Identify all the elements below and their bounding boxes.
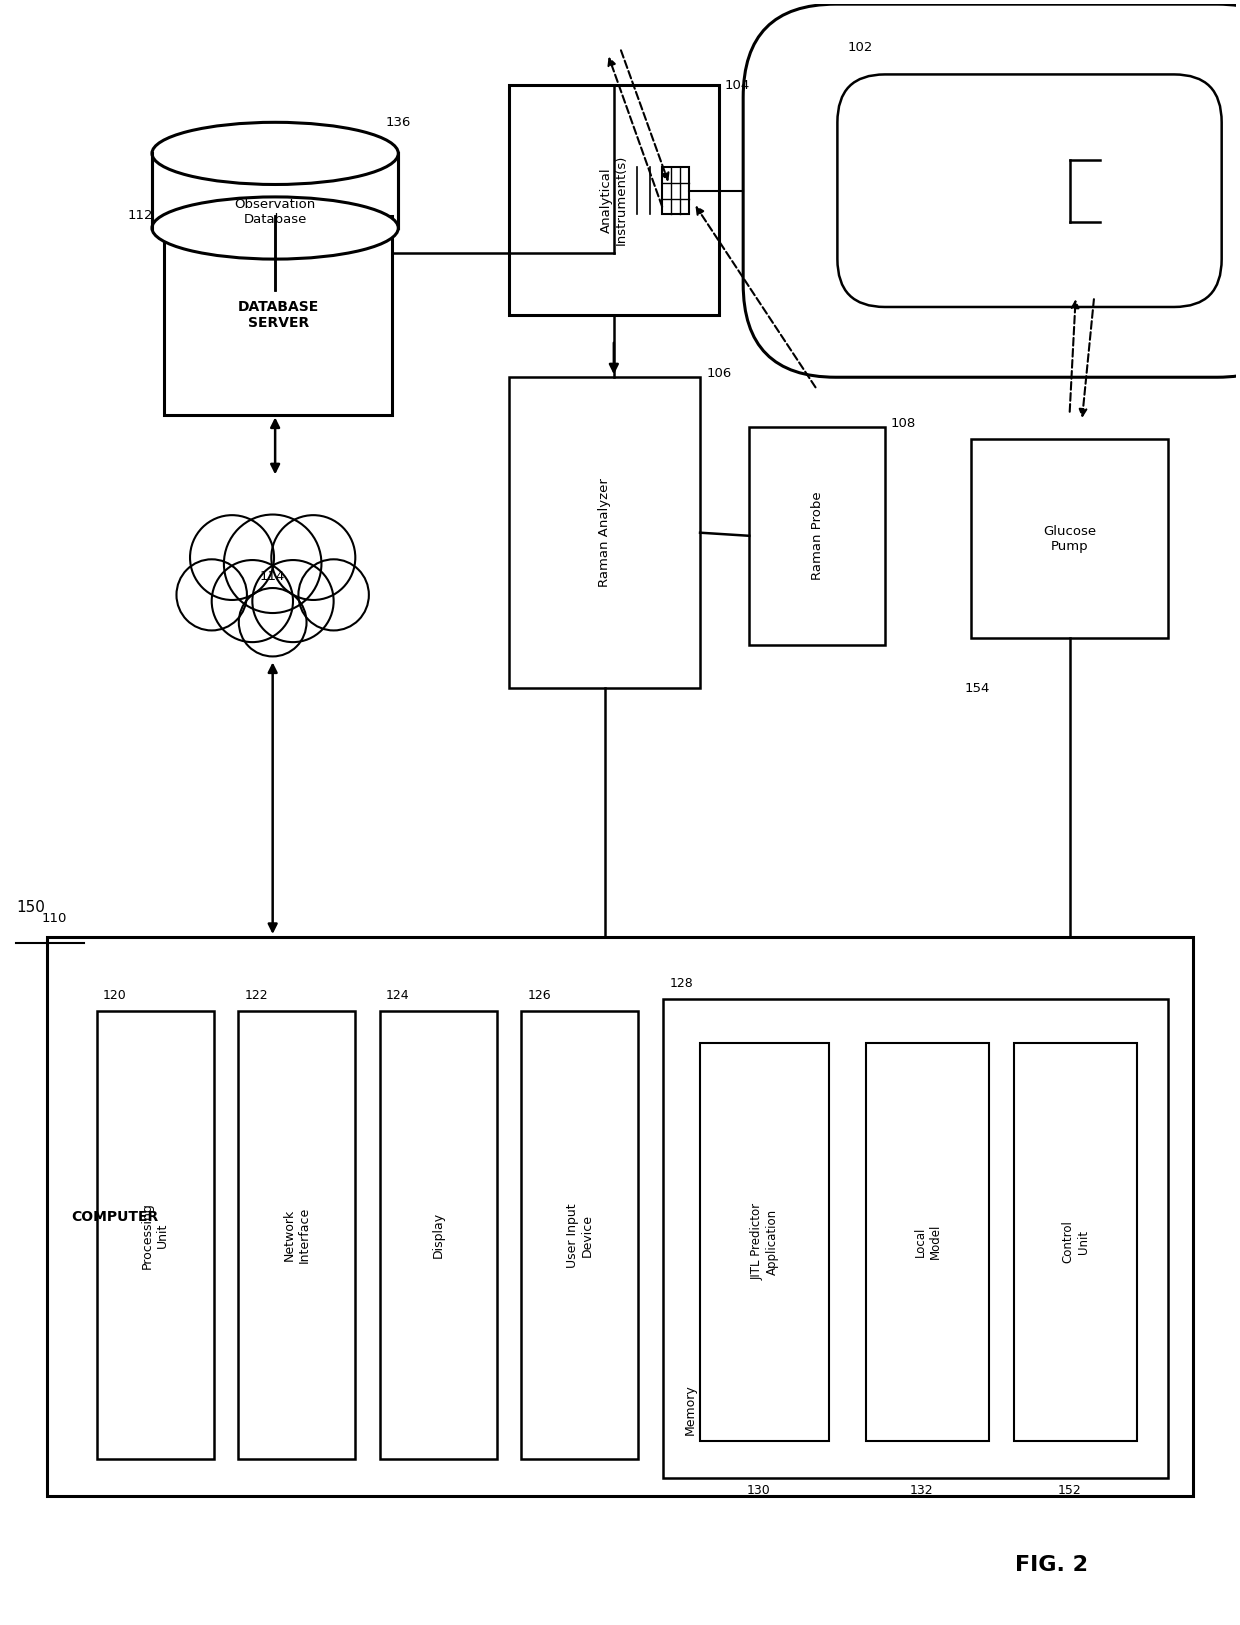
Text: Analytical
Instrument(s): Analytical Instrument(s) — [600, 154, 627, 245]
Text: 112: 112 — [128, 210, 153, 223]
Circle shape — [239, 588, 306, 656]
Text: 106: 106 — [707, 367, 732, 380]
Text: 154: 154 — [965, 682, 991, 696]
Text: Display: Display — [432, 1212, 445, 1258]
Text: COMPUTER: COMPUTER — [72, 1209, 159, 1224]
Circle shape — [212, 561, 293, 642]
Bar — [971, 439, 1168, 639]
Text: 132: 132 — [909, 1484, 932, 1497]
Ellipse shape — [153, 197, 398, 258]
Bar — [510, 377, 701, 687]
Ellipse shape — [153, 122, 398, 185]
Bar — [867, 1043, 990, 1440]
Text: 124: 124 — [386, 990, 409, 1003]
Text: 150: 150 — [16, 900, 46, 915]
Text: 110: 110 — [41, 912, 67, 925]
Circle shape — [272, 515, 356, 600]
Circle shape — [224, 515, 321, 613]
FancyBboxPatch shape — [837, 75, 1221, 307]
Text: Processing
Unit: Processing Unit — [141, 1202, 169, 1269]
Circle shape — [299, 559, 368, 630]
FancyBboxPatch shape — [743, 5, 1240, 377]
Text: 130: 130 — [746, 1484, 770, 1497]
Bar — [663, 999, 1168, 1477]
Text: Control
Unit: Control Unit — [1061, 1220, 1090, 1263]
Text: 120: 120 — [103, 990, 126, 1003]
Text: 126: 126 — [528, 990, 552, 1003]
Bar — [153, 153, 398, 228]
Bar — [662, 167, 689, 215]
Circle shape — [190, 515, 274, 600]
Text: 136: 136 — [386, 115, 412, 128]
Bar — [238, 1011, 355, 1459]
Bar — [379, 1011, 497, 1459]
Bar — [164, 216, 392, 414]
Text: 128: 128 — [670, 977, 693, 990]
Bar — [749, 427, 885, 645]
Circle shape — [176, 559, 247, 630]
Text: 104: 104 — [724, 78, 750, 91]
Text: 114: 114 — [260, 570, 285, 583]
Text: 122: 122 — [244, 990, 268, 1003]
Text: FIG. 2: FIG. 2 — [1014, 1555, 1087, 1575]
Text: Glucose
Pump: Glucose Pump — [1043, 525, 1096, 552]
Bar — [97, 1011, 213, 1459]
Text: DATABASE
SERVER: DATABASE SERVER — [238, 301, 319, 330]
Circle shape — [253, 561, 334, 642]
Bar — [701, 1043, 830, 1440]
Text: Raman Analyzer: Raman Analyzer — [598, 478, 611, 587]
Bar — [47, 938, 1193, 1497]
Text: Observation
Database: Observation Database — [234, 198, 316, 226]
Bar — [522, 1011, 639, 1459]
Text: User Input
Device: User Input Device — [565, 1202, 594, 1268]
Bar — [1014, 1043, 1137, 1440]
Text: Network
Interface: Network Interface — [283, 1207, 311, 1264]
Text: JITL Predictor
Application: JITL Predictor Application — [750, 1202, 779, 1280]
Text: 152: 152 — [1058, 1484, 1081, 1497]
Bar — [510, 84, 718, 315]
Text: Memory: Memory — [683, 1384, 697, 1435]
Text: Raman Probe: Raman Probe — [811, 491, 823, 580]
Text: 108: 108 — [892, 418, 916, 431]
Text: 102: 102 — [848, 42, 873, 55]
Text: Local
Model: Local Model — [914, 1224, 942, 1259]
